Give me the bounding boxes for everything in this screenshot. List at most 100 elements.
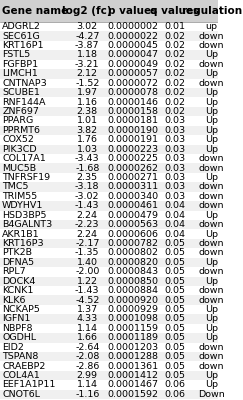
Text: 0.0000072: 0.0000072 <box>108 79 158 88</box>
Text: Up: Up <box>205 324 218 333</box>
Text: -1.16: -1.16 <box>75 390 99 399</box>
Text: down: down <box>199 182 224 192</box>
Text: 0.05: 0.05 <box>164 258 185 267</box>
Text: Up: Up <box>205 173 218 182</box>
Text: 0.02: 0.02 <box>164 98 185 107</box>
Text: 0.0000049: 0.0000049 <box>108 60 158 69</box>
Text: -3.43: -3.43 <box>75 154 100 163</box>
Text: -2.64: -2.64 <box>75 343 99 352</box>
Text: Up: Up <box>205 314 218 324</box>
Text: 2.38: 2.38 <box>77 107 98 116</box>
Text: down: down <box>199 164 224 173</box>
Text: 0.03: 0.03 <box>164 173 185 182</box>
Bar <box>0 144 218 154</box>
Text: Up: Up <box>205 98 218 107</box>
Bar <box>0 371 218 380</box>
Text: -1.52: -1.52 <box>75 79 99 88</box>
Text: KRT16P3: KRT16P3 <box>2 239 44 248</box>
Text: PTK2B: PTK2B <box>2 248 32 258</box>
Text: -1.35: -1.35 <box>75 248 99 258</box>
Text: KCNK1: KCNK1 <box>2 286 34 295</box>
Text: CNTNAP3: CNTNAP3 <box>2 79 47 88</box>
Bar <box>0 154 218 163</box>
Text: 2.99: 2.99 <box>77 371 98 380</box>
Text: 0.02: 0.02 <box>164 60 185 69</box>
Text: Up: Up <box>205 126 218 135</box>
Text: 1.01: 1.01 <box>77 116 98 126</box>
Text: AKR1B1: AKR1B1 <box>2 230 40 239</box>
Text: -1.68: -1.68 <box>75 164 99 173</box>
Text: down: down <box>199 192 224 201</box>
Bar <box>0 324 218 333</box>
Bar <box>0 116 218 126</box>
Text: -2.00: -2.00 <box>75 267 99 276</box>
Text: 0.0000802: 0.0000802 <box>108 248 158 258</box>
Text: 0.0000920: 0.0000920 <box>108 296 158 305</box>
Bar <box>0 126 218 135</box>
Text: TSPAN8: TSPAN8 <box>2 352 39 361</box>
Bar <box>0 163 218 173</box>
Text: Up: Up <box>205 107 218 116</box>
Bar <box>0 210 218 220</box>
Text: down: down <box>199 343 224 352</box>
Bar <box>0 296 218 305</box>
Text: TRIM55: TRIM55 <box>2 192 37 201</box>
Text: 0.06: 0.06 <box>164 380 185 390</box>
Text: 0.0000223: 0.0000223 <box>107 145 159 154</box>
Text: 0.0000820: 0.0000820 <box>108 258 158 267</box>
Text: RPL7: RPL7 <box>2 267 26 276</box>
Bar <box>0 380 218 390</box>
Text: 0.02: 0.02 <box>164 107 185 116</box>
Text: 0.0001412: 0.0001412 <box>108 371 158 380</box>
Text: 1.76: 1.76 <box>77 135 98 144</box>
Text: 0.03: 0.03 <box>164 182 185 192</box>
Text: PIK3CD: PIK3CD <box>2 145 37 154</box>
Text: ZNF697: ZNF697 <box>2 107 39 116</box>
Text: 0.05: 0.05 <box>164 248 185 258</box>
Text: 0.06: 0.06 <box>164 390 185 399</box>
Bar <box>0 97 218 107</box>
Text: 0.04: 0.04 <box>164 201 185 210</box>
Text: -3.02: -3.02 <box>75 192 99 201</box>
Text: 1.66: 1.66 <box>77 333 98 342</box>
Text: WDYHV1: WDYHV1 <box>2 201 43 210</box>
Text: down: down <box>199 154 224 163</box>
Bar <box>0 258 218 267</box>
Text: 0.0000479: 0.0000479 <box>108 211 158 220</box>
Text: 0.04: 0.04 <box>164 230 185 239</box>
Text: 0.05: 0.05 <box>164 277 185 286</box>
Text: CRAEBP2: CRAEBP2 <box>2 362 45 371</box>
Text: NCKAP5: NCKAP5 <box>2 305 40 314</box>
Text: -4.52: -4.52 <box>75 296 99 305</box>
Text: Gene name: Gene name <box>2 6 69 16</box>
Text: regulation: regulation <box>181 6 242 16</box>
Text: Up: Up <box>205 88 218 97</box>
Text: 0.04: 0.04 <box>164 220 185 229</box>
Text: 0.0000563: 0.0000563 <box>107 220 159 229</box>
Bar <box>0 390 218 399</box>
Text: Down: Down <box>198 390 225 399</box>
Text: COX52: COX52 <box>2 135 34 144</box>
Text: 0.0000181: 0.0000181 <box>108 116 158 126</box>
Text: 0.03: 0.03 <box>164 164 185 173</box>
Text: 0.02: 0.02 <box>164 32 185 40</box>
Text: COL17A1: COL17A1 <box>2 154 46 163</box>
Text: EEF1A1P11: EEF1A1P11 <box>2 380 56 390</box>
Text: 0.05: 0.05 <box>164 352 185 361</box>
Text: Up: Up <box>205 277 218 286</box>
Text: 0.0000190: 0.0000190 <box>108 126 158 135</box>
Text: 0.0000262: 0.0000262 <box>108 164 158 173</box>
Text: 2.35: 2.35 <box>77 173 98 182</box>
Text: -3.87: -3.87 <box>75 41 99 50</box>
Text: 2.24: 2.24 <box>77 230 98 239</box>
Text: Up: Up <box>205 116 218 126</box>
Text: Up: Up <box>205 230 218 239</box>
Text: down: down <box>199 267 224 276</box>
Text: -2.17: -2.17 <box>75 239 99 248</box>
Text: down: down <box>199 286 224 295</box>
Text: down: down <box>199 79 224 88</box>
Text: 0.0001361: 0.0001361 <box>107 362 159 371</box>
Text: up: up <box>206 22 217 31</box>
Text: FGFBP1: FGFBP1 <box>2 60 38 69</box>
Text: B4GALNT3: B4GALNT3 <box>2 220 52 229</box>
